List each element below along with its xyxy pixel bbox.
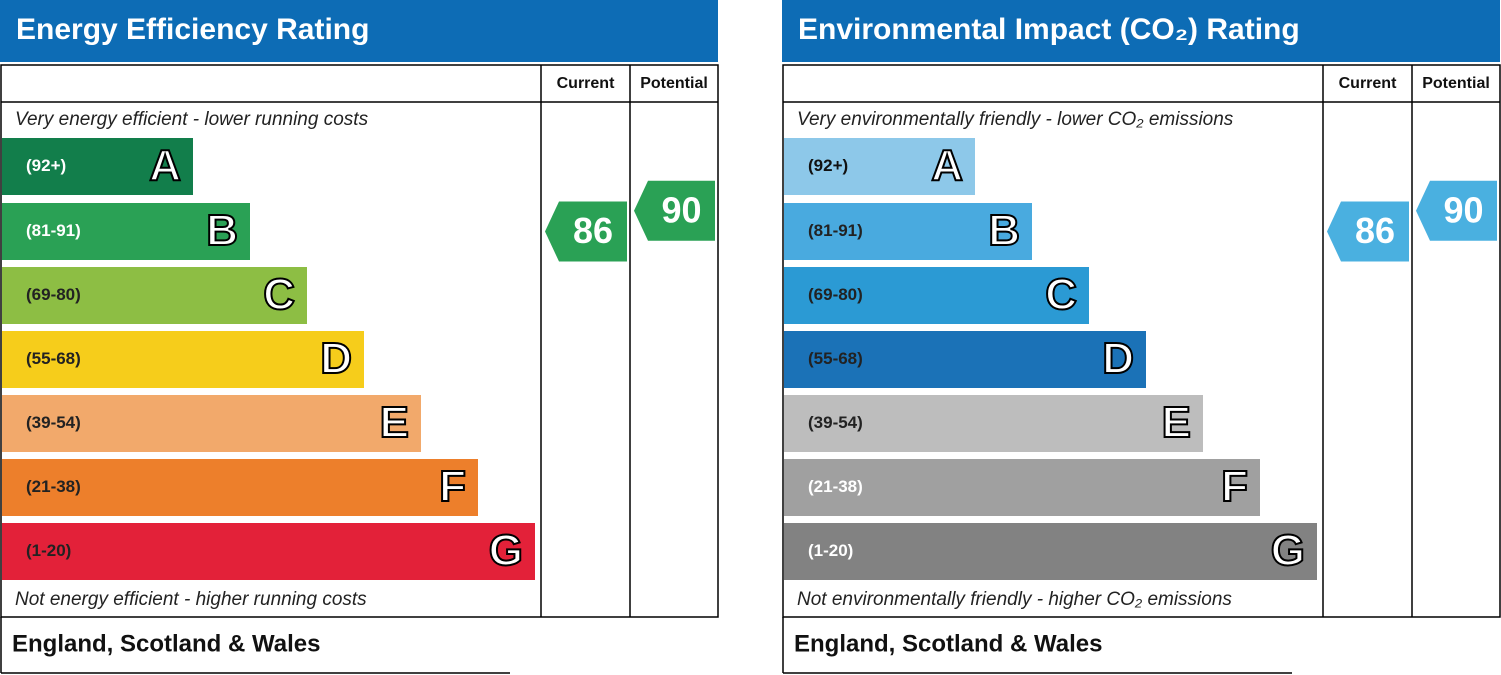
band-range: (39-54) [26, 413, 81, 432]
title: Energy Efficiency Rating [16, 13, 369, 46]
band-letter: E [1162, 398, 1191, 447]
rating-arrow [634, 180, 715, 241]
title-bar [782, 0, 1500, 62]
rating-arrow [1327, 201, 1409, 262]
band-bar [784, 523, 1317, 580]
band-letter: D [320, 334, 352, 383]
epc-panel: Energy Efficiency Rating Very energy effi… [0, 0, 719, 674]
title-bar [0, 0, 718, 62]
band-letter: E [380, 398, 409, 447]
rating-value: 90 [1443, 189, 1483, 230]
band-range: (21-38) [808, 477, 863, 496]
bottom-note: Not energy efficient - higher running co… [15, 589, 367, 610]
band-bar [784, 459, 1260, 516]
title: Environmental Impact (CO₂) Rating [798, 13, 1300, 46]
column-header: Current [1339, 75, 1397, 92]
footer: England, Scotland & Wales [12, 630, 320, 657]
column-header: Potential [1422, 75, 1490, 92]
column-header: Potential [640, 75, 708, 92]
band-range: (92+) [26, 156, 66, 175]
band-bar [784, 331, 1146, 388]
epc-panel: Environmental Impact (CO₂) Rating Very en… [782, 0, 1501, 674]
band-letter: F [1221, 462, 1248, 511]
rating-arrow [1416, 180, 1497, 241]
band-range: (69-80) [808, 285, 863, 304]
rating-value: 90 [661, 189, 701, 230]
footer: England, Scotland & Wales [794, 630, 1102, 657]
band-letter: A [149, 141, 181, 190]
rating-arrow [545, 201, 627, 262]
band-bar [784, 267, 1089, 324]
band-letter: B [988, 206, 1020, 255]
band-range: (39-54) [808, 413, 863, 432]
band-letter: G [489, 526, 523, 575]
band-letter: B [206, 206, 238, 255]
top-note: Very energy efficient - lower running co… [15, 109, 369, 130]
band-bar [2, 203, 250, 260]
rating-value: 86 [573, 210, 613, 251]
band-bar [784, 203, 1032, 260]
band-bar [784, 138, 975, 195]
band-range: (92+) [808, 156, 848, 175]
band-range: (81-91) [26, 221, 81, 240]
band-letter: D [1102, 334, 1134, 383]
band-bar [784, 395, 1203, 452]
band-bar [2, 267, 307, 324]
band-letter: A [931, 141, 963, 190]
column-header: Current [557, 75, 615, 92]
band-bar [2, 138, 193, 195]
band-letter: F [439, 462, 466, 511]
band-range: (21-38) [26, 477, 81, 496]
band-range: (55-68) [808, 349, 863, 368]
band-range: (55-68) [26, 349, 81, 368]
band-letter: C [263, 270, 295, 319]
band-letter: G [1271, 526, 1305, 575]
band-bar [2, 395, 421, 452]
band-range: (69-80) [26, 285, 81, 304]
band-range: (81-91) [808, 221, 863, 240]
rating-value: 86 [1355, 210, 1395, 251]
band-bar [2, 459, 478, 516]
table-frame [0, 64, 719, 618]
top-note: Very environmentally friendly - lower CO… [797, 109, 1234, 130]
bottom-note: Not environmentally friendly - higher CO… [797, 589, 1232, 610]
band-bar [2, 523, 535, 580]
band-range: (1-20) [26, 541, 71, 560]
table-frame [782, 64, 1501, 618]
band-bar [2, 331, 364, 388]
band-range: (1-20) [808, 541, 853, 560]
band-letter: C [1045, 270, 1077, 319]
